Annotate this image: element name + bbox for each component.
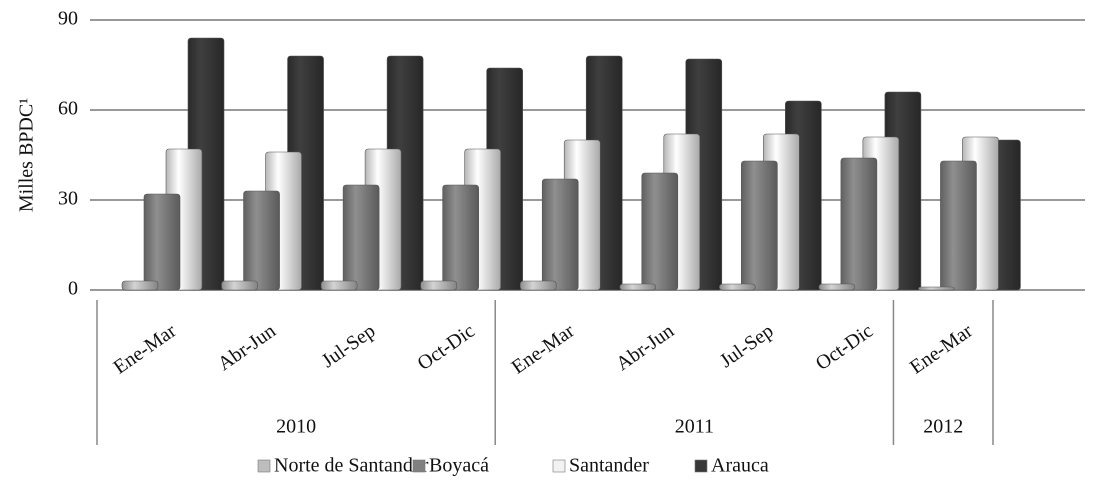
x-tick-label: Oct-Dic [812,320,877,375]
bar [940,160,977,291]
group-label: 2010 [276,416,316,438]
x-tick-label: Abr-Jun [612,320,678,375]
legend-swatch [257,459,271,473]
bar [143,193,181,291]
bar [121,280,159,291]
x-tick-label: Jul-Sep [716,320,778,372]
bar [519,280,557,291]
legend-swatch [694,459,708,473]
bar [840,157,878,291]
legend-swatch [412,459,426,473]
x-tick-label: Ene-Mar [109,320,180,379]
x-tick-label: Jul-Sep [318,320,380,372]
bar [420,280,457,291]
y-axis-label: Milles BPDC¹ [16,98,38,212]
x-tick-label: Oct-Dic [414,320,479,375]
bar [442,184,479,291]
bar [818,283,856,291]
legend-label: Boyacá [429,455,489,477]
x-tick-label: Ene-Mar [508,320,579,379]
legend-label: Santander [569,455,649,477]
x-tick-label: Abr-Jun [214,320,280,375]
bar [719,283,756,291]
y-tick-label: 60 [58,98,78,120]
bar [221,280,258,291]
legend-label: Arauca [711,455,769,477]
bar [320,280,358,291]
x-tick-label: Ene-Mar [906,320,977,379]
bar [641,172,679,291]
legend-label: Norte de Santander [274,455,429,477]
bar [619,283,657,291]
bar [541,178,579,291]
bar [918,286,955,291]
bar [741,160,778,291]
bar [243,190,280,291]
group-label: 2011 [675,416,714,438]
y-tick-label: 0 [68,278,78,300]
legend-swatch [552,459,566,473]
group-label: 2012 [923,416,963,438]
bar [342,184,380,291]
y-tick-label: 30 [58,188,78,210]
y-tick-label: 90 [58,8,78,30]
